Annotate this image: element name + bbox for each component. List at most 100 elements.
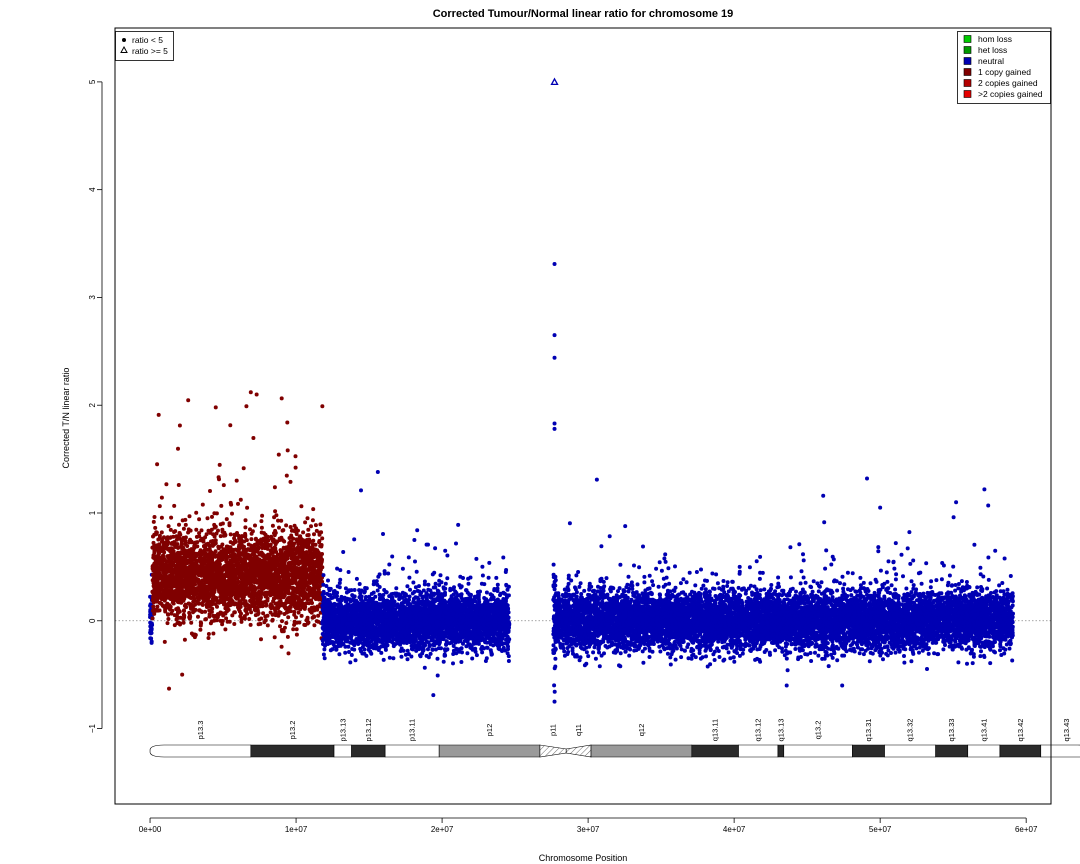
data-point [252,542,257,547]
data-point [253,523,257,528]
data-point [210,514,214,519]
data-point [208,621,213,626]
data-point [177,423,182,428]
data-point [275,603,280,608]
data-point [267,582,272,587]
data-point [150,616,155,621]
data-point [295,595,300,600]
data-point [150,589,155,594]
data-point [251,436,256,440]
data-point [255,596,260,601]
data-point [243,518,248,523]
data-point [279,518,284,523]
data-point [154,578,159,583]
data-point [213,538,218,543]
data-point [184,569,189,574]
data-point [165,612,170,617]
data-point [242,585,247,590]
data-point [313,542,318,547]
data-point [189,603,194,608]
data-point [303,572,308,577]
data-point [281,545,286,550]
data-point [289,549,294,554]
data-point [283,601,288,606]
data-point [299,544,304,549]
data-point [199,528,204,533]
data-point [308,549,313,554]
data-point [148,594,153,599]
data-point [261,600,266,605]
data-point [394,586,399,591]
data-point [269,604,274,608]
data-point [270,617,275,622]
data-point [188,549,193,554]
data-point [300,601,305,606]
data-point [214,570,218,575]
data-point [252,585,257,590]
data-point [182,637,187,642]
data-point [156,585,161,590]
data-point [197,517,202,522]
data-point [245,581,250,586]
data-point [187,553,192,557]
data-point [151,534,155,539]
data-point [166,524,171,529]
data-point [182,603,187,608]
data-point [202,558,207,563]
data-point [232,610,237,615]
data-point [474,556,479,561]
data-point [212,553,217,558]
data-point [207,594,212,599]
data-point [278,581,283,586]
data-point [200,596,205,600]
data-point [213,580,218,585]
data-point [272,635,277,640]
data-point [346,570,351,574]
data-point [259,519,264,524]
data-point [272,485,277,490]
data-point [237,574,242,579]
data-point [292,609,297,614]
data-point [200,536,205,541]
data-point [153,573,158,578]
data-point [261,611,266,616]
data-point [269,534,274,539]
data-point [155,604,160,609]
data-point [204,602,209,607]
data-point [285,606,290,611]
data-point [223,581,228,586]
data-point [228,597,233,601]
data-point [310,601,314,605]
data-point [286,615,291,620]
data-point [300,558,305,563]
data-point [299,573,304,578]
data-point [312,589,316,594]
data-point [189,596,194,600]
data-point [202,548,207,553]
data-point [166,617,171,621]
data-point [313,523,318,528]
data-point [287,536,292,540]
data-point [174,607,179,612]
data-point [216,475,221,480]
data-point [307,553,312,558]
data-point [236,552,241,557]
data-point [282,539,287,544]
data-point [207,557,212,561]
data-point [180,518,185,523]
data-point [196,601,201,606]
data-point [224,616,229,621]
data-point [256,622,261,627]
data-point [203,609,208,614]
data-point [281,595,286,600]
data-point [257,589,261,594]
data-point [210,543,215,548]
data-point [494,575,499,580]
data-point [198,551,203,556]
data-point [383,647,388,652]
data-point [225,609,229,614]
data-point [259,637,263,642]
data-point [170,608,175,613]
data-point [193,602,197,607]
data-point [312,532,316,537]
